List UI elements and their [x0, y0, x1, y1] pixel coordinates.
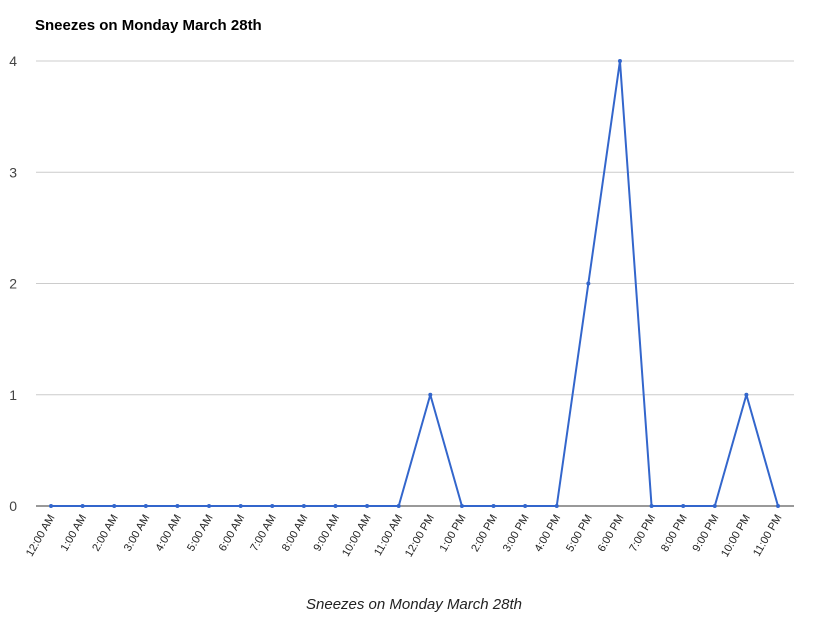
- data-point[interactable]: [649, 504, 654, 508]
- x-tick-label: 2:00 AM: [90, 513, 121, 554]
- x-tick-label: 1:00 PM: [438, 513, 469, 554]
- data-point[interactable]: [207, 504, 212, 508]
- x-tick-label: 3:00 AM: [122, 513, 153, 554]
- data-point[interactable]: [523, 504, 528, 508]
- x-tick-label: 8:00 PM: [659, 513, 690, 554]
- x-tick-label: 10:00 AM: [340, 513, 374, 559]
- data-point[interactable]: [365, 504, 370, 508]
- x-tick-label: 2:00 PM: [469, 513, 500, 554]
- data-point[interactable]: [333, 504, 338, 508]
- data-point[interactable]: [491, 504, 496, 508]
- x-tick-label: 8:00 AM: [280, 513, 311, 554]
- x-tick-label: 1:00 AM: [59, 513, 90, 554]
- x-tick-label: 9:00 AM: [312, 513, 343, 554]
- y-tick-label: 2: [9, 276, 17, 292]
- series-line: [51, 60, 779, 507]
- data-point[interactable]: [776, 504, 780, 508]
- data-point[interactable]: [681, 504, 686, 508]
- data-point[interactable]: [428, 392, 433, 397]
- x-tick-label: 12:00 AM: [24, 513, 58, 559]
- series-layer: [49, 59, 780, 508]
- data-point[interactable]: [270, 504, 275, 508]
- data-point[interactable]: [301, 504, 306, 508]
- x-tick-label: 3:00 PM: [501, 513, 532, 554]
- y-tick-label: 4: [9, 53, 17, 69]
- data-point[interactable]: [744, 392, 749, 397]
- x-tick-label: 7:00 PM: [627, 513, 658, 554]
- x-tick-label: 6:00 PM: [596, 513, 627, 554]
- data-point[interactable]: [80, 504, 85, 508]
- x-axis-label: Sneezes on Monday March 28th: [306, 596, 522, 613]
- chart-title: Sneezes on Monday March 28th: [35, 17, 262, 34]
- x-tick-label: 10:00 PM: [719, 513, 753, 560]
- data-point[interactable]: [238, 504, 243, 508]
- y-tick-label: 0: [9, 498, 17, 514]
- data-point[interactable]: [459, 504, 464, 508]
- y-tick-label: 3: [9, 164, 17, 180]
- x-tick-label: 11:00 AM: [372, 513, 405, 559]
- data-point[interactable]: [712, 504, 717, 508]
- data-point[interactable]: [617, 59, 622, 63]
- x-axis-ticks: 12:00 AM 1:00 AM 2:00 AM 3:00 AM 4:00 AM 5:00…: [24, 513, 785, 560]
- x-tick-label: 9:00 PM: [691, 513, 722, 554]
- y-axis-ticks: 0 1 2 3 4: [9, 53, 17, 514]
- data-point[interactable]: [586, 281, 591, 286]
- x-tick-label: 11:00 PM: [751, 513, 785, 559]
- x-tick-label: 12:00 PM: [403, 513, 437, 560]
- data-point[interactable]: [112, 504, 117, 508]
- x-tick-label: 4:00 AM: [153, 513, 184, 554]
- y-tick-label: 1: [9, 387, 17, 403]
- data-point[interactable]: [143, 504, 148, 508]
- x-tick-label: 6:00 AM: [217, 513, 248, 554]
- data-point[interactable]: [396, 504, 401, 508]
- x-tick-label: 4:00 PM: [532, 513, 563, 554]
- x-tick-label: 5:00 PM: [564, 513, 595, 554]
- gridlines: [36, 60, 794, 396]
- data-point[interactable]: [49, 504, 53, 508]
- x-tick-label: 5:00 AM: [185, 513, 216, 554]
- x-tick-label: 7:00 AM: [248, 513, 279, 554]
- data-point[interactable]: [554, 504, 559, 508]
- data-point[interactable]: [175, 504, 180, 508]
